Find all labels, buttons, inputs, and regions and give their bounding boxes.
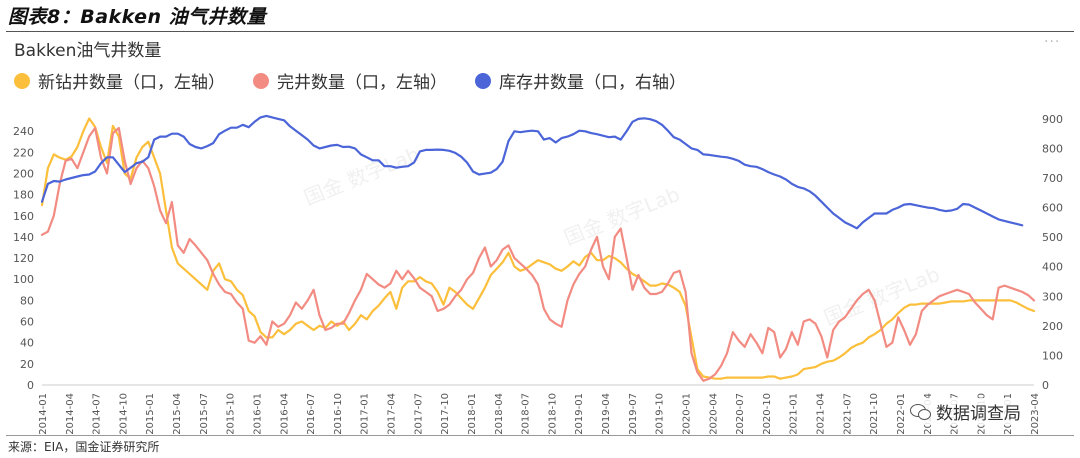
legend: 新钻井数量（口，左轴） 完井数量（口，左轴） 库存井数量（口，右轴） <box>14 68 686 93</box>
legend-item-completed[interactable]: 完井数量（口，左轴） <box>253 68 447 93</box>
x-tick-label: 2018-10 <box>547 393 558 435</box>
y-right-tick-label: 0 <box>1042 379 1049 392</box>
series-line-drilled <box>40 117 1036 380</box>
legend-dot-duc <box>475 72 491 89</box>
badge-label: 数据调查局 <box>936 404 1021 424</box>
x-tick-label: 2017-01 <box>360 393 371 435</box>
x-tick-label: 2020-10 <box>762 393 773 435</box>
y-left-tick-label: 20 <box>20 358 34 371</box>
y-right-tick-label: 400 <box>1042 261 1063 274</box>
x-tick-label: 2018-04 <box>494 393 505 435</box>
more-options-icon[interactable]: ··· <box>1044 34 1061 50</box>
y-right-tick-label: 800 <box>1042 142 1063 155</box>
x-tick-label: 2016-07 <box>306 393 317 435</box>
x-tick-label: 2016-10 <box>333 393 344 435</box>
y-left-tick-label: 240 <box>13 125 34 138</box>
x-tick-label: 2014-07 <box>92 393 103 435</box>
x-tick-label: 2020-04 <box>708 393 719 435</box>
x-tick-label: 2021-10 <box>869 393 880 435</box>
y-left-tick-label: 0 <box>27 379 34 392</box>
legend-dot-completed <box>253 72 269 89</box>
x-tick-label: 2017-10 <box>440 393 451 435</box>
y-right-tick-label: 300 <box>1042 290 1063 303</box>
legend-item-duc[interactable]: 库存井数量（口，右轴） <box>475 68 686 93</box>
x-tick-label: 2021-04 <box>816 393 827 435</box>
y-left-tick-label: 160 <box>13 210 34 223</box>
legend-label-drilled: 新钻井数量（口，左轴） <box>38 73 225 93</box>
y-left-tick-label: 200 <box>13 167 34 180</box>
y-left-tick-label: 100 <box>13 273 34 286</box>
x-tick-label: 2019-10 <box>655 393 666 435</box>
y-left-tick-label: 60 <box>20 316 34 329</box>
x-tick-label: 2018-01 <box>467 393 478 435</box>
wechat-badge: 数据调查局 <box>906 398 1025 425</box>
y-left-tick-label: 180 <box>13 189 34 202</box>
x-tick-label: 2018-07 <box>521 393 532 435</box>
x-tick-label: 2017-07 <box>413 393 424 435</box>
x-tick-label: 2019-07 <box>628 393 639 435</box>
y-right-tick-label: 600 <box>1042 202 1063 215</box>
y-right-tick-label: 900 <box>1042 113 1063 126</box>
legend-dot-drilled <box>14 72 30 89</box>
y-left-tick-label: 120 <box>13 252 34 265</box>
y-right-tick-label: 700 <box>1042 172 1063 185</box>
x-tick-label: 2021-01 <box>789 393 800 435</box>
x-tick-label: 2014-10 <box>118 393 129 435</box>
x-tick-label: 2015-01 <box>145 393 156 435</box>
series-line-duc <box>40 114 1024 230</box>
chart-title: Bakken油气井数量 <box>14 41 162 61</box>
y-right-tick-label: 100 <box>1042 349 1063 362</box>
x-tick-label: 2016-04 <box>279 393 290 435</box>
x-tick-label: 2015-04 <box>172 393 183 435</box>
x-tick-label: 2015-10 <box>226 393 237 435</box>
figure-title: 图表8：Bakken 油气井数量 <box>8 6 267 28</box>
x-tick-label: 2016-01 <box>252 393 263 435</box>
y-right-tick-label: 500 <box>1042 231 1063 244</box>
y-left-tick-label: 40 <box>20 337 34 350</box>
y-left-tick-label: 80 <box>20 294 34 307</box>
legend-label-completed: 完井数量（口，左轴） <box>277 73 447 93</box>
y-right-tick-label: 200 <box>1042 320 1063 333</box>
x-tick-label: 2014-04 <box>65 393 76 435</box>
x-tick-label: 2022-01 <box>896 393 907 435</box>
x-tick-label: 2021-07 <box>842 393 853 435</box>
footer-divider <box>6 435 1074 436</box>
legend-item-drilled[interactable]: 新钻井数量（口，左轴） <box>14 68 225 93</box>
source-note: 来源：EIA，国金证券研究所 <box>8 440 160 454</box>
x-tick-label: 2019-01 <box>574 393 585 435</box>
x-tick-label: 2023-04 <box>1030 393 1041 435</box>
legend-label-duc: 库存井数量（口，右轴） <box>499 73 686 93</box>
y-left-tick-label: 220 <box>13 146 34 159</box>
y-left-tick-label: 140 <box>13 231 34 244</box>
series-line-completed <box>40 126 1036 382</box>
x-tick-label: 2020-01 <box>681 393 692 435</box>
x-tick-label: 2019-04 <box>601 393 612 435</box>
x-tick-label: 2017-04 <box>387 393 398 435</box>
x-tick-label: 2014-01 <box>38 393 49 435</box>
x-tick-label: 2015-07 <box>199 393 210 435</box>
wechat-icon <box>910 403 932 421</box>
title-divider <box>6 31 1074 32</box>
x-tick-label: 2020-07 <box>735 393 746 435</box>
